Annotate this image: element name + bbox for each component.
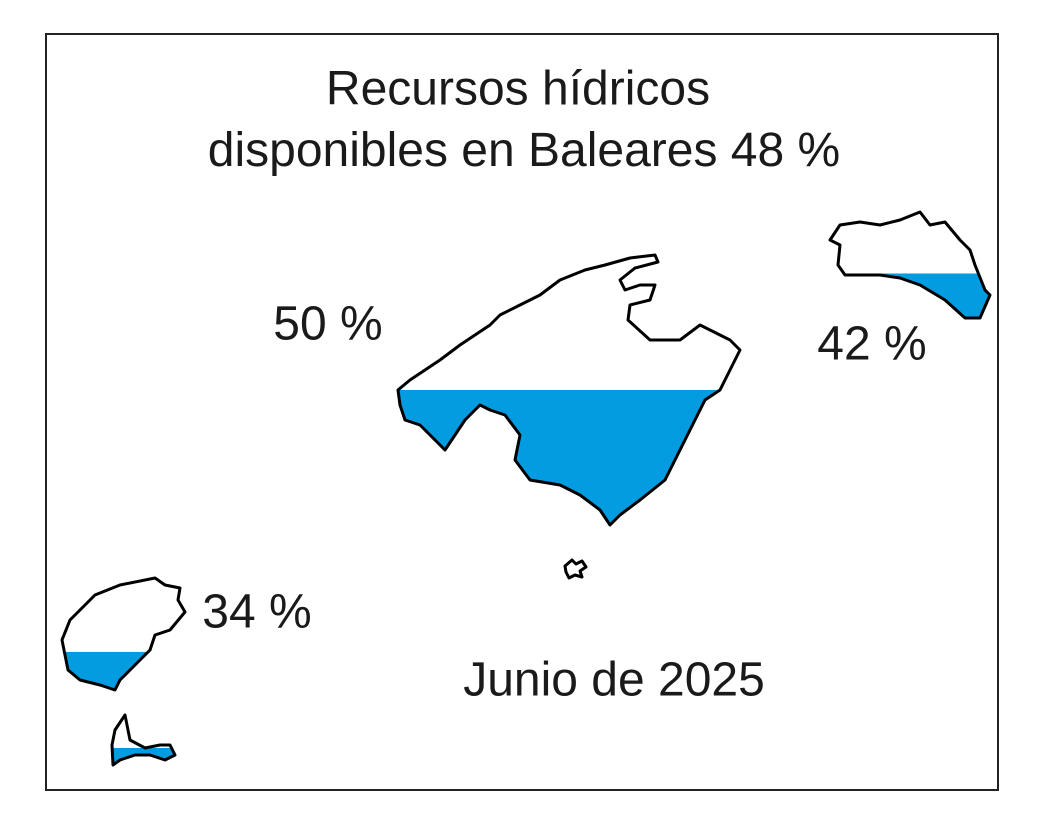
date-label: Junio de 2025: [463, 654, 765, 707]
ibiza: [60, 576, 187, 692]
menorca: [828, 210, 992, 320]
map-subtitle: disponibles en Baleares 48 %: [208, 124, 840, 177]
island-label: 50 %: [273, 298, 382, 351]
island-label: 34 %: [202, 586, 311, 639]
island-label: 42 %: [817, 318, 926, 371]
formentera: [110, 713, 177, 767]
total-label: 48 %: [731, 124, 840, 177]
map-title: Recursos hídricos: [326, 63, 710, 116]
subtitle-text: disponibles en Baleares: [208, 124, 718, 177]
mallorca: [396, 253, 742, 527]
cabrera: [563, 558, 588, 580]
